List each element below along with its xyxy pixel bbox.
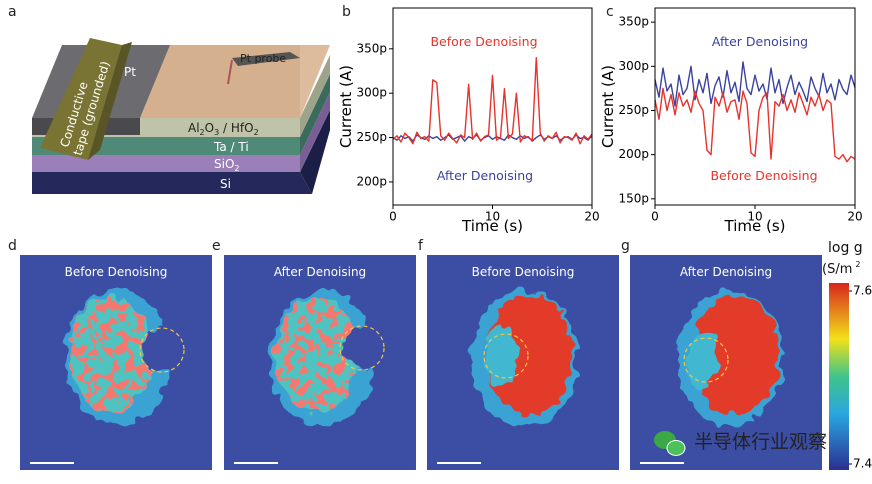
map-blob [269, 290, 386, 426]
panel-label: b [342, 4, 351, 20]
oxide-label: Al2O3 / HfO2 [188, 121, 259, 137]
y-axis-label: Current (A) [337, 65, 355, 148]
y-tick-label: 350p [356, 41, 387, 55]
x-axis-label: Time (s) [724, 217, 786, 235]
highlight-circle [339, 325, 385, 371]
panel-label: e [212, 238, 221, 254]
x-axis-label: Time (s) [461, 217, 523, 235]
panel-label: c [606, 4, 614, 20]
colorbar-tick-label: 7.6 [853, 284, 872, 298]
x-tick-label: 10 [485, 210, 500, 224]
x-tick-label: 0 [651, 210, 659, 224]
y-tick-label: 250p [356, 130, 387, 144]
blob-core [693, 295, 779, 415]
text-part: (S/m [822, 262, 852, 277]
substrate-label: Si [220, 177, 231, 191]
text-part: O [205, 121, 214, 135]
x-tick-label: 20 [584, 210, 599, 224]
blob-cut [342, 326, 386, 370]
colorbar-label: (S/m 2 [822, 260, 860, 277]
y-tick-label: 300p [356, 86, 387, 100]
blob-cut [142, 328, 186, 372]
map-blob [677, 290, 783, 426]
sio2-label: SiO2 [214, 157, 240, 173]
subscript: 2 [234, 164, 239, 173]
device-diagram: Pt probe Pt Conductivetape (grounded) Al… [32, 38, 330, 194]
blob-crescent [486, 326, 518, 386]
blob-core [274, 297, 358, 413]
subscript: 2 [200, 128, 205, 137]
blob-core [487, 295, 573, 415]
highlight-circle [683, 337, 729, 383]
map-blob [65, 290, 186, 426]
panel-label: a [8, 4, 17, 20]
colorbar [829, 283, 849, 470]
x-tick-label: 20 [847, 210, 862, 224]
series-label: Before Denoising [710, 168, 817, 183]
highlight-circle [139, 327, 185, 373]
blob-crescent [686, 330, 718, 390]
map-title: After Denoising [274, 265, 366, 279]
data-line [654, 87, 856, 163]
map-title: Before Denoising [65, 265, 168, 279]
colorbar-tick-label: 7.4 [853, 457, 872, 471]
y-axis-label: Current (A) [599, 65, 617, 148]
panel-label: f [418, 238, 424, 254]
data-line [392, 56, 593, 145]
watermark: 半导体行业观察 [654, 431, 827, 456]
series-label: After Denoising [712, 34, 808, 49]
subscript: 2 [254, 128, 259, 137]
panel-label: d [8, 238, 17, 254]
pad-label: Pt [124, 65, 136, 79]
text-part: / HfO [219, 121, 253, 135]
subscript: 3 [214, 128, 219, 137]
panel-label: g [621, 238, 630, 254]
electrode-label: Ta / Ti [213, 140, 249, 154]
map-title: Before Denoising [472, 265, 575, 279]
x-tick-label: 0 [389, 210, 397, 224]
watermark-text: 半导体行业观察 [694, 431, 827, 453]
y-tick-label: 150p [618, 191, 649, 205]
highlight-circle [483, 333, 529, 379]
conductance-maps: Before Denoising After Denoising Before De… [20, 255, 822, 470]
colorbar-label: log g [828, 240, 863, 256]
y-tick-label: 350p [618, 15, 649, 29]
map-title: After Denoising [680, 265, 772, 279]
text-part: Al [188, 121, 200, 135]
map-blob [471, 290, 577, 426]
y-tick-label: 300p [618, 59, 649, 73]
series-label: After Denoising [437, 168, 533, 183]
probe-label: Pt probe [240, 52, 286, 65]
blob-core [70, 297, 154, 413]
x-tick-label: 10 [747, 210, 762, 224]
y-tick-label: 250p [618, 103, 649, 117]
y-tick-label: 200p [618, 147, 649, 161]
text-part: SiO [214, 157, 234, 171]
superscript: 2 [855, 260, 860, 269]
data-line [654, 61, 856, 107]
series-label: Before Denoising [430, 34, 537, 49]
y-tick-label: 200p [356, 174, 387, 188]
